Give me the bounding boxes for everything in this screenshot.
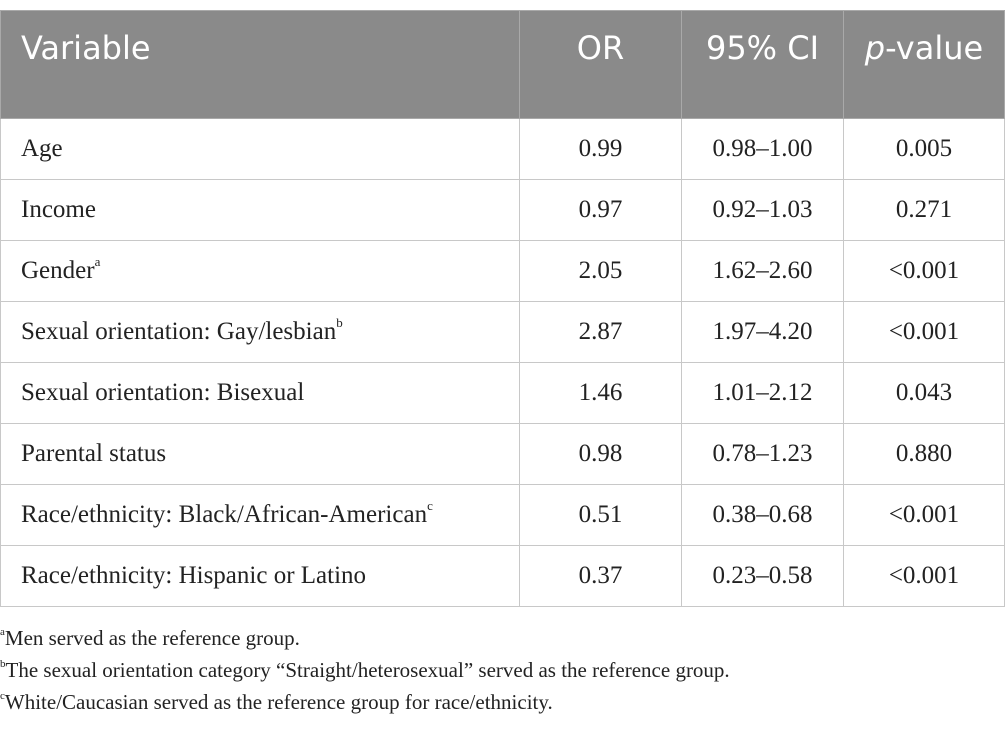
- or-cell: 0.98: [519, 423, 682, 485]
- variable-label: Sexual orientation: Bisexual: [21, 379, 305, 406]
- ci-cell: 0.98–1.00: [681, 118, 844, 180]
- header-p-italic: p: [864, 29, 886, 67]
- or-cell: 2.05: [519, 240, 682, 302]
- results-table: Variable OR 95% CI p-value Age 0.99 0.98…: [0, 10, 1005, 607]
- or-cell: 0.51: [519, 484, 682, 546]
- table-row: Income 0.97 0.92–1.03 0.271: [0, 179, 1005, 241]
- p-value-cell: <0.001: [843, 240, 1005, 302]
- header-p-value: p-value: [843, 10, 1005, 119]
- ci-cell: 0.38–0.68: [681, 484, 844, 546]
- table-row: Age 0.99 0.98–1.00 0.005: [0, 118, 1005, 180]
- table-row: Race/ethnicity: Black/African-Americanc …: [0, 484, 1005, 546]
- variable-label: Race/ethnicity: Black/African-American: [21, 501, 428, 528]
- variable-label: Sexual orientation: Gay/lesbian: [21, 318, 337, 345]
- table-row: Gendera 2.05 1.62–2.60 <0.001: [0, 240, 1005, 302]
- footnote-text: The sexual orientation category “Straigh…: [5, 658, 730, 682]
- table-row: Sexual orientation: Bisexual 1.46 1.01–2…: [0, 362, 1005, 424]
- variable-label: Gender: [21, 257, 95, 284]
- p-value-cell: 0.880: [843, 423, 1005, 485]
- ci-cell: 1.01–2.12: [681, 362, 844, 424]
- header-variable: Variable: [0, 10, 520, 119]
- footnote-marker: a: [94, 253, 101, 269]
- variable-cell: Age: [0, 118, 520, 180]
- footnote: bThe sexual orientation category “Straig…: [0, 654, 730, 686]
- header-ci: 95% CI: [681, 10, 844, 119]
- footnote: cWhite/Caucasian served as the reference…: [0, 686, 730, 718]
- p-value-cell: 0.271: [843, 179, 1005, 241]
- p-value-cell: 0.005: [843, 118, 1005, 180]
- header-row: Variable OR 95% CI p-value: [0, 10, 1005, 119]
- variable-cell: Sexual orientation: Bisexual: [0, 362, 520, 424]
- table-footnotes: aMen served as the reference group. bThe…: [0, 622, 730, 718]
- p-value-cell: <0.001: [843, 545, 1005, 607]
- footnote-mark: a: [0, 626, 5, 638]
- table-row: Parental status 0.98 0.78–1.23 0.880: [0, 423, 1005, 485]
- or-cell: 0.37: [519, 545, 682, 607]
- variable-label: Age: [21, 135, 63, 162]
- ci-cell: 0.92–1.03: [681, 179, 844, 241]
- footnote-marker: c: [427, 497, 433, 513]
- variable-cell: Race/ethnicity: Black/African-Americanc: [0, 484, 520, 546]
- header-or: OR: [519, 10, 682, 119]
- ci-cell: 0.23–0.58: [681, 545, 844, 607]
- or-cell: 0.97: [519, 179, 682, 241]
- variable-cell: Sexual orientation: Gay/lesbianb: [0, 301, 520, 363]
- variable-cell: Income: [0, 179, 520, 241]
- variable-label: Race/ethnicity: Hispanic or Latino: [21, 562, 367, 589]
- variable-label: Parental status: [21, 440, 167, 467]
- or-cell: 1.46: [519, 362, 682, 424]
- footnote-text: White/Caucasian served as the reference …: [4, 690, 553, 714]
- footnote-marker: b: [336, 314, 343, 330]
- footnote-text: Men served as the reference group.: [4, 626, 300, 650]
- variable-cell: Gendera: [0, 240, 520, 302]
- variable-cell: Race/ethnicity: Hispanic or Latino: [0, 545, 520, 607]
- footnote-mark: c: [0, 690, 5, 702]
- footnote-mark: b: [0, 658, 6, 670]
- ci-cell: 1.97–4.20: [681, 301, 844, 363]
- variable-label: Income: [21, 196, 96, 223]
- header-p-rest: -value: [885, 29, 984, 67]
- or-cell: 2.87: [519, 301, 682, 363]
- table-body: Age 0.99 0.98–1.00 0.005 Income 0.97 0.9…: [0, 118, 1005, 607]
- variable-cell: Parental status: [0, 423, 520, 485]
- p-value-cell: <0.001: [843, 301, 1005, 363]
- ci-cell: 1.62–2.60: [681, 240, 844, 302]
- p-value-cell: <0.001: [843, 484, 1005, 546]
- or-cell: 0.99: [519, 118, 682, 180]
- ci-cell: 0.78–1.23: [681, 423, 844, 485]
- footnote: aMen served as the reference group.: [0, 622, 730, 654]
- table-row: Sexual orientation: Gay/lesbianb 2.87 1.…: [0, 301, 1005, 363]
- table-row: Race/ethnicity: Hispanic or Latino 0.37 …: [0, 545, 1005, 607]
- p-value-cell: 0.043: [843, 362, 1005, 424]
